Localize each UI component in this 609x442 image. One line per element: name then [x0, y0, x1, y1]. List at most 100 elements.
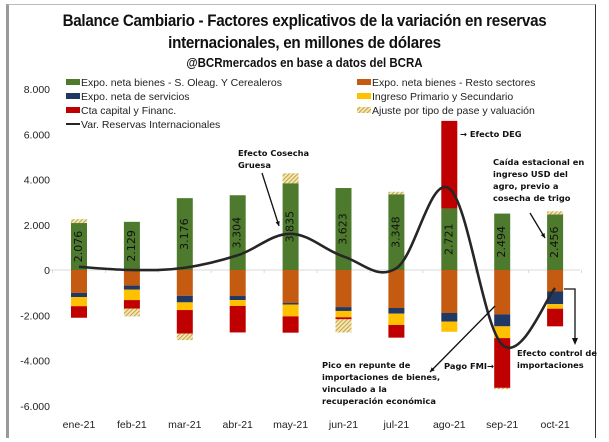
legend-label: Expo. neta bienes - Resto sectores — [372, 77, 535, 89]
bar-segment-yellow — [441, 321, 458, 332]
y-tick-label: -6.000 — [20, 401, 50, 413]
bar-segment-hatch — [388, 191, 405, 195]
bar-segment-navy — [123, 285, 140, 290]
bar-data-label: 2.129 — [125, 230, 138, 262]
x-tick-label: may-21 — [273, 419, 308, 431]
bar-segment-orange — [547, 270, 564, 292]
x-tick-label: abr-21 — [223, 419, 254, 431]
bar-segment-yellow — [123, 289, 140, 301]
arrow-cosecha-head — [275, 221, 280, 226]
chart-title-line-2: internacionales, en millones de dólares — [168, 34, 441, 52]
chart-title-line-1: Balance Cambiario - Factores explicativo… — [62, 12, 547, 30]
arrow-pico — [429, 305, 496, 373]
bar-segment-orange — [229, 270, 246, 297]
bar-segment-green — [388, 194, 405, 270]
annotation-pico-importaciones: recuperación económica — [322, 396, 436, 406]
bar-segment-green — [547, 214, 564, 270]
bar-segment-navy — [335, 307, 352, 311]
bar-segment-yellow — [176, 302, 193, 311]
arrow-control — [564, 288, 576, 341]
x-tick-label: oct-21 — [541, 419, 570, 431]
y-tick-label: -2.000 — [20, 310, 50, 322]
bar-segment-red — [71, 306, 87, 318]
bar-segment-navy — [71, 292, 87, 298]
bar-segment-green — [176, 198, 193, 270]
bar-segment-yellow — [494, 326, 511, 339]
bar-segment-green — [494, 213, 511, 270]
annotation-caida-estacional: Caída estacional en — [493, 157, 584, 167]
bar-segment-yellow — [71, 297, 87, 307]
bar-segment-yellow — [282, 304, 299, 317]
bar-segment-red — [547, 308, 564, 327]
bar-segment-green — [335, 188, 352, 270]
reserves-line — [78, 185, 557, 349]
legend-label: Ingreso Primario y Secundario — [372, 91, 513, 103]
chart-subtitle: @BCRmercados en base a datos del BCRA — [186, 56, 423, 70]
legend-swatch — [66, 79, 80, 85]
x-tick-label: mar-21 — [168, 419, 201, 431]
bar-segment-hatch — [282, 173, 299, 184]
x-tick-label: sep-21 — [486, 419, 518, 431]
bar-segment-hatch — [123, 308, 140, 317]
arrow-caida — [529, 212, 546, 239]
bar-segment-red — [176, 310, 193, 334]
y-tick-label: 2.000 — [24, 220, 50, 232]
bar-data-label: 2.456 — [548, 226, 561, 257]
y-tick-label: 0 — [44, 265, 50, 277]
bar-segment-hatch — [494, 387, 511, 390]
bar-segment-red — [335, 317, 352, 320]
legend-label: Expo. neta bienes - S. Oleag. Y Cerealer… — [81, 77, 282, 89]
annotation-pico-importaciones: importaciones de bienes, — [322, 372, 440, 382]
legend-swatch — [357, 107, 371, 113]
bar-segment-navy — [388, 308, 405, 314]
annotation-efecto-cosecha: Gruesa — [238, 160, 271, 170]
bar-segment-orange — [335, 270, 352, 308]
y-tick-label: 6.000 — [24, 129, 50, 141]
bar-segment-yellow — [229, 300, 246, 306]
bar-segment-red — [282, 316, 299, 333]
bar-segment-orange — [282, 270, 299, 304]
annotation-control-importaciones: importaciones — [517, 360, 584, 370]
bar-segment-green — [282, 183, 299, 270]
bar-segment-yellow — [547, 304, 564, 309]
bar-segment-green — [123, 221, 140, 270]
y-tick-label: 4.000 — [24, 175, 50, 187]
bar-segment-orange — [441, 270, 458, 313]
bar-segment-orange — [494, 270, 511, 315]
legend-label: Var. Reservas Internacionales — [81, 119, 220, 131]
bar-segment-hatch — [547, 211, 564, 215]
bar-segment-red — [229, 305, 246, 333]
bar-segment-yellow — [388, 313, 405, 325]
bar-segment-navy — [494, 314, 511, 327]
bar-segment-hatch — [176, 333, 193, 341]
bar-segment-hatch — [335, 319, 352, 333]
bar-segment-green — [441, 208, 458, 270]
bar-segment-navy — [282, 303, 299, 305]
legend-swatch — [357, 93, 371, 99]
bar-data-label: 3.835 — [284, 211, 297, 243]
legend-label: Ajuste por tipo de pase y valuación — [372, 105, 535, 117]
y-tick-label: -4.000 — [20, 356, 50, 368]
bar-data-label: 3.304 — [231, 217, 244, 249]
legend-swatch — [66, 107, 80, 113]
bar-data-label: 2.721 — [442, 223, 455, 255]
arrow-cosecha — [261, 172, 280, 227]
annotation-control-importaciones: Efecto control de — [517, 348, 597, 358]
x-tick-label: ene-21 — [63, 419, 96, 431]
bar-segment-green — [229, 195, 246, 270]
annotation-caida-estacional: cosecha de trigo — [493, 193, 571, 203]
bar-segment-orange — [176, 270, 193, 296]
arrow-pico-head — [430, 367, 435, 372]
x-tick-label: ago-21 — [433, 419, 466, 431]
bar-segment-yellow — [335, 310, 352, 318]
annotation-caida-estacional: agro, previo a — [493, 181, 558, 191]
y-tick-label: 8.000 — [24, 84, 50, 96]
annotation-pico-importaciones: Pico en repunte de — [322, 360, 411, 370]
bar-data-label: 2.494 — [495, 226, 508, 258]
arrow-caida-head — [540, 233, 545, 238]
x-tick-label: jul-21 — [383, 419, 410, 431]
annotation-efecto-deg: → Efecto DEG — [460, 129, 522, 139]
annotation-pago-fmi: Pago FMI→ — [444, 361, 494, 371]
bar-data-label: 2.076 — [72, 231, 85, 263]
